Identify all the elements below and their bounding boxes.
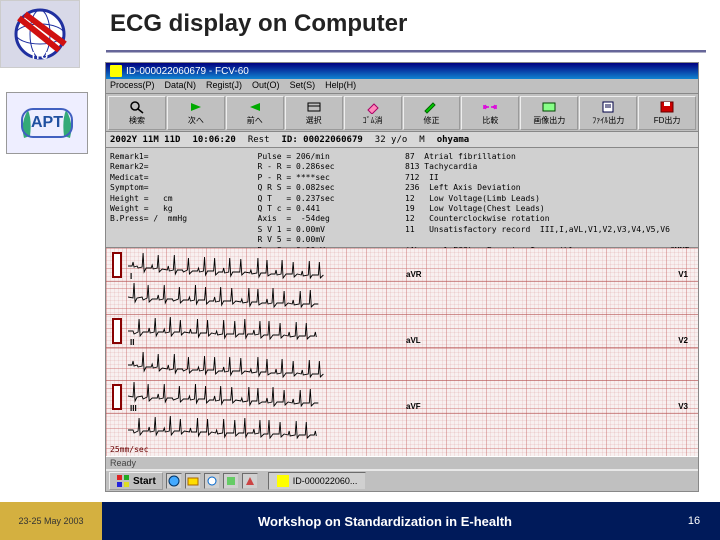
ecg-app-window: ID-000022060679 - FCV-60 Process(P) Data… bbox=[105, 62, 699, 492]
app-icon bbox=[110, 65, 122, 77]
menu-out[interactable]: Out(O) bbox=[252, 80, 280, 92]
lead-V1: V1 bbox=[678, 270, 688, 279]
info-row: 2002Y 11M 11D 10:06:20 Rest ID: 00022060… bbox=[106, 132, 698, 148]
menu-regist[interactable]: Regist(J) bbox=[206, 80, 242, 92]
tray-icon-4[interactable] bbox=[223, 473, 239, 489]
start-button[interactable]: Start bbox=[109, 472, 163, 490]
info-mode: Rest bbox=[248, 135, 270, 145]
tray-outlook-icon[interactable] bbox=[185, 473, 201, 489]
trace-row-3b bbox=[128, 413, 692, 446]
lead-V2: V2 bbox=[678, 336, 688, 345]
calibration-bars bbox=[108, 248, 126, 456]
lead-II: II bbox=[130, 338, 134, 347]
trace-row-1b bbox=[128, 281, 692, 314]
tb-next[interactable]: 次へ bbox=[167, 96, 225, 130]
menubar: Process(P) Data(N) Regist(J) Out(O) Set(… bbox=[106, 79, 698, 94]
itu-logo: ITU bbox=[0, 0, 80, 68]
tb-fdout[interactable]: FD出力 bbox=[638, 96, 696, 130]
tb-compare[interactable]: 比較 bbox=[461, 96, 519, 130]
menu-process[interactable]: Process(P) bbox=[110, 80, 155, 92]
footer-pagenum: 16 bbox=[668, 502, 720, 540]
data-col2: Pulse = 206/min R - R = 0.286sec P - R =… bbox=[258, 152, 406, 243]
status-bar: Ready bbox=[106, 456, 698, 470]
window-titlebar[interactable]: ID-000022060679 - FCV-60 bbox=[106, 63, 698, 79]
tb-fileout[interactable]: ﾌｧｲﾙ出力 bbox=[579, 96, 637, 130]
data-block: Remark1= Remark2= Medicat= Symptom= Heig… bbox=[106, 148, 698, 248]
apt-logo: APT bbox=[6, 92, 88, 154]
tb-select[interactable]: 選択 bbox=[285, 96, 343, 130]
tb-edit[interactable]: 修正 bbox=[403, 96, 461, 130]
menu-data[interactable]: Data(N) bbox=[165, 80, 197, 92]
lead-I: I bbox=[130, 272, 132, 281]
svg-text:ITU: ITU bbox=[32, 51, 48, 62]
info-age: 32 y/o bbox=[375, 135, 408, 145]
lead-aVL: aVL bbox=[406, 336, 421, 345]
trace-row-2b bbox=[128, 347, 692, 380]
lead-aVR: aVR bbox=[406, 270, 422, 279]
footer-date: 23-25 May 2003 bbox=[0, 502, 102, 540]
menu-set[interactable]: Set(S) bbox=[290, 80, 316, 92]
info-id: ID: 00022060679 bbox=[282, 135, 363, 145]
slide-sidebar: ITU APT bbox=[0, 0, 100, 540]
task-app-ecg[interactable]: ID-000022060... bbox=[268, 472, 367, 490]
lead-aVF: aVF bbox=[406, 402, 421, 411]
info-time: 10:06:20 bbox=[192, 135, 235, 145]
tray-icon-5[interactable] bbox=[242, 473, 258, 489]
slide-title: ECG display on Computer bbox=[110, 10, 407, 38]
menu-help[interactable]: Help(H) bbox=[325, 80, 356, 92]
tray-icon-3[interactable] bbox=[204, 473, 220, 489]
tb-erase[interactable]: ｺﾞﾑ消 bbox=[344, 96, 402, 130]
toolbar: 検索 次へ 前へ 選択 ｺﾞﾑ消 修正 比較 画像出力 ﾌｧｲﾙ出力 FD出力 bbox=[106, 94, 698, 132]
data-col1: Remark1= Remark2= Medicat= Symptom= Heig… bbox=[110, 152, 258, 243]
tb-imgout[interactable]: 画像出力 bbox=[520, 96, 578, 130]
taskbar: Start ID-000022060... bbox=[106, 469, 698, 491]
window-title: ID-000022060679 - FCV-60 bbox=[126, 66, 249, 77]
footer-title: Workshop on Standardization in E-health bbox=[102, 502, 668, 540]
tray-ie-icon[interactable] bbox=[166, 473, 182, 489]
info-sex: M bbox=[419, 135, 424, 145]
info-date: 2002Y 11M 11D bbox=[110, 135, 180, 145]
tb-search[interactable]: 検索 bbox=[108, 96, 166, 130]
slide-footer: 23-25 May 2003 Workshop on Standardizati… bbox=[0, 502, 720, 540]
lead-V3: V3 bbox=[678, 402, 688, 411]
tb-prev[interactable]: 前へ bbox=[226, 96, 284, 130]
scale-label: 25mm/sec bbox=[110, 445, 149, 454]
ecg-grid: I aVR V1 II aVL V2 III aVF V bbox=[106, 248, 698, 456]
info-name: ohyama bbox=[437, 135, 470, 145]
title-underline2 bbox=[106, 52, 706, 53]
data-col3: 87 Atrial fibrillation 813 Tachycardia 7… bbox=[405, 152, 694, 243]
lead-III: III bbox=[130, 404, 137, 413]
